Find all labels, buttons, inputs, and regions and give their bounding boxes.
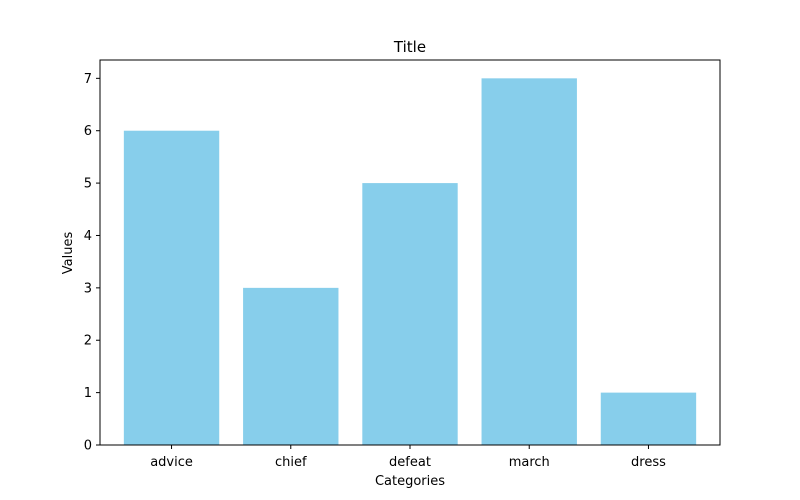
y-tick-label-1: 1 (84, 386, 92, 401)
x-tick-label-march: march (509, 455, 550, 470)
x-tick-label-dress: dress (631, 455, 666, 470)
y-tick-label-3: 3 (84, 281, 92, 296)
y-tick-label-4: 4 (84, 229, 92, 244)
x-axis-label: Categories (375, 474, 445, 489)
y-tick-label-2: 2 (84, 334, 92, 349)
x-tick-label-advice: advice (150, 455, 193, 470)
bar-advice (123, 130, 220, 445)
axes-frame (99, 59, 721, 446)
bar-chief (243, 287, 339, 445)
y-tick-label-5: 5 (84, 177, 92, 192)
y-axis-label: Values (61, 232, 76, 275)
x-axis: advice chief defeat march dress (150, 445, 666, 470)
y-tick-label-7: 7 (84, 72, 92, 87)
y-tick-label-6: 6 (84, 124, 92, 139)
bar-defeat (362, 183, 458, 445)
chart-title: Title (393, 38, 426, 56)
bar-march (481, 78, 577, 445)
bars-layer (123, 78, 697, 445)
y-axis: 0 1 2 3 4 5 6 7 (84, 72, 100, 454)
bar-dress (600, 392, 697, 445)
x-tick-label-defeat: defeat (389, 455, 431, 470)
x-tick-label-chief: chief (275, 455, 307, 470)
y-tick-label-0: 0 (84, 439, 92, 454)
